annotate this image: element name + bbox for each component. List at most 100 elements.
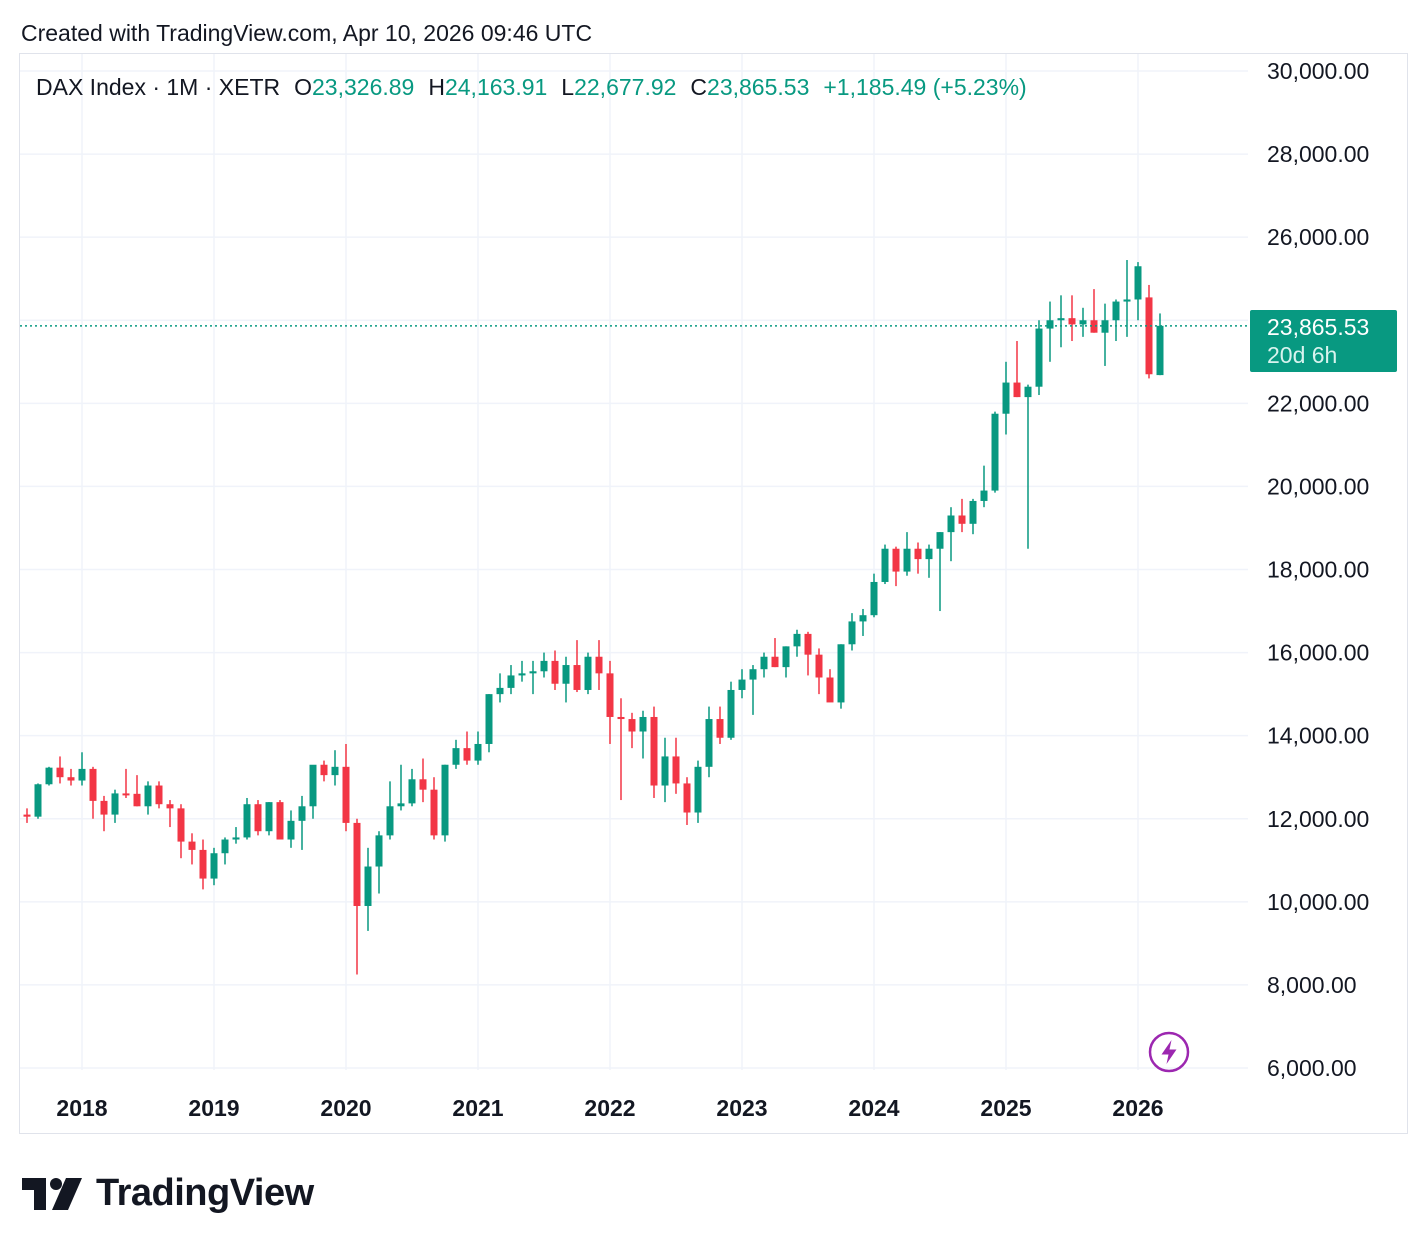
candle-body [705,719,713,767]
candle-body [320,764,328,776]
open-label: O [294,74,313,100]
candle-body [232,837,240,840]
candle [188,833,196,865]
candle-body [353,822,361,906]
candle-body [56,767,64,778]
candle [298,795,306,850]
candle [67,768,75,786]
candle-body [826,677,834,703]
candle [100,795,108,832]
candle [914,542,922,574]
candle-body [45,767,53,785]
candle-body [980,490,988,501]
chart-frame[interactable] [19,53,1408,1134]
candle-body [474,743,482,761]
candle [892,546,900,587]
ohlc-legend: DAX Index · 1M · XETR O23,326.89 H24,163.9… [36,74,1027,101]
created-with-caption: Created with TradingView.com, Apr 10, 20… [21,20,593,46]
y-tick-label: 20,000.00 [1267,473,1369,499]
candle-body [716,719,724,738]
candle [716,706,724,744]
y-tick-label: 26,000.00 [1267,224,1369,250]
lightning-bolt-icon[interactable] [1148,1031,1190,1073]
candle [364,847,372,931]
y-tick-label: 22,000.00 [1267,390,1369,416]
low-value: 22,677.92 [574,74,677,100]
candle-body [199,849,207,879]
candle [78,752,86,786]
candle [1079,307,1087,337]
change-value: +1,185.49 (+5.23%) [823,74,1027,100]
candle-body [881,548,889,582]
candle [738,669,746,699]
candle-body [727,689,735,738]
candle [848,613,856,651]
candle [595,640,603,690]
candle [1145,284,1153,379]
x-tick-label: 2024 [848,1095,899,1121]
candle [452,739,460,769]
candle-body [606,673,614,717]
symbol-label[interactable]: DAX Index · 1M · XETR [36,74,281,100]
candle-body [100,800,108,815]
candle [320,760,328,782]
candle [386,781,394,840]
candle-body [1134,266,1142,300]
candle-body [749,669,757,680]
candle [793,629,801,657]
candle [584,652,592,695]
candle-body [188,841,196,850]
candle-body [815,654,823,678]
last-price-badge: 23,865.53 20d 6h [1250,310,1397,372]
candle [705,706,713,778]
candle [661,737,669,803]
candle [804,631,812,676]
candle-body [1079,320,1087,325]
candle-body [78,768,86,781]
candle [232,827,240,844]
candle-body [441,764,449,836]
candle-body [122,793,130,796]
candle-body [529,671,537,674]
close-label: C [690,74,708,100]
candle-body [430,789,438,836]
candle [276,800,284,840]
candle-body [584,656,592,690]
candle [826,669,834,703]
candle-body [793,633,801,647]
candle-body [892,548,900,572]
candle-body [551,660,559,684]
candle [1156,313,1164,376]
candle-body [1002,382,1010,414]
candle [958,498,966,533]
candle-body [265,802,273,832]
candle [474,731,482,765]
candle-body [848,621,856,645]
candle-body [870,581,878,616]
candle-body [496,687,504,695]
candle [89,766,97,819]
candle [760,652,768,678]
candle-body [485,694,493,744]
candle [518,660,526,682]
candle-body [969,500,977,524]
candle [562,656,570,703]
candle [254,800,262,836]
candle-body [408,779,416,804]
candle [672,737,680,794]
candle [650,706,658,798]
candle-body [782,646,790,668]
candle-body [903,548,911,572]
candle [936,532,944,612]
candle [628,712,636,749]
y-tick-label: 6,000.00 [1267,1055,1357,1081]
candle-body [1057,318,1065,321]
candle-body [23,814,31,817]
x-tick-label: 2019 [188,1095,239,1121]
candle [1013,341,1021,398]
y-tick-label: 12,000.00 [1267,806,1369,832]
candle [397,764,405,811]
candle [1123,260,1131,337]
candle [694,760,702,823]
